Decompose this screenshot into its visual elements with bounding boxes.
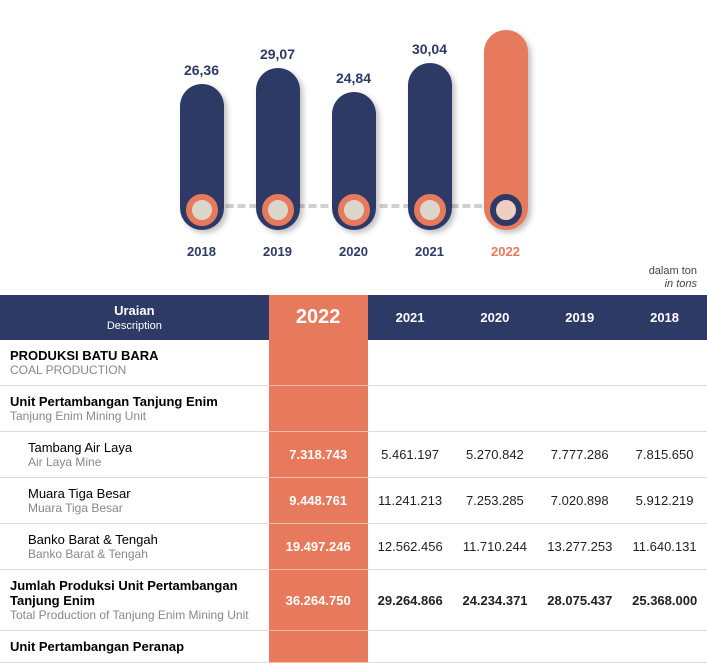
bar-chart: 26,36 29,07 24,84 30,04 <box>120 0 587 230</box>
bar-body <box>484 30 528 230</box>
bar-2022 <box>481 24 531 230</box>
cell-value <box>622 631 707 663</box>
table-row: Unit Pertambangan Peranap <box>0 631 707 663</box>
desc-cell: Muara Tiga BesarMuara Tiga Besar <box>0 478 269 524</box>
bar-body <box>408 63 452 230</box>
cell-value <box>622 386 707 432</box>
cell-value: 7.815.650 <box>622 432 707 478</box>
table-row: Tambang Air LayaAir Laya Mine7.318.7435.… <box>0 432 707 478</box>
bar-2021: 30,04 <box>405 41 455 230</box>
chart-region: 26,36 29,07 24,84 30,04 2018 2019 2020 2021 202… <box>0 0 707 259</box>
cell-value <box>537 340 622 386</box>
xaxis-label: 2019 <box>253 244 303 259</box>
cell-value <box>452 631 537 663</box>
bar-value-label: 30,04 <box>412 41 447 57</box>
desc-cell: Tambang Air LayaAir Laya Mine <box>0 432 269 478</box>
cell-2022 <box>269 340 368 386</box>
col-header-2020: 2020 <box>452 295 537 340</box>
cell-value: 5.270.842 <box>452 432 537 478</box>
cell-value: 11.710.244 <box>452 524 537 570</box>
bar-marker <box>338 194 370 226</box>
cell-value <box>537 386 622 432</box>
col-header-2018: 2018 <box>622 295 707 340</box>
table-row: Banko Barat & TengahBanko Barat & Tengah… <box>0 524 707 570</box>
unit-note-line1: dalam ton <box>649 265 697 277</box>
cell-value <box>622 340 707 386</box>
cell-value: 29.264.866 <box>368 570 453 631</box>
cell-2022 <box>269 631 368 663</box>
cell-value <box>537 631 622 663</box>
col-header-description: UraianDescription <box>0 295 269 340</box>
col-header-2021: 2021 <box>368 295 453 340</box>
cell-value: 25.368.000 <box>622 570 707 631</box>
cell-value: 5.461.197 <box>368 432 453 478</box>
table-row: Unit Pertambangan Tanjung EnimTanjung En… <box>0 386 707 432</box>
cell-value <box>452 340 537 386</box>
cell-value: 5.912.219 <box>622 478 707 524</box>
cell-2022: 36.264.750 <box>269 570 368 631</box>
cell-value: 24.234.371 <box>452 570 537 631</box>
bar-2020: 24,84 <box>329 70 379 230</box>
desc-cell: Banko Barat & TengahBanko Barat & Tengah <box>0 524 269 570</box>
cell-2022 <box>269 386 368 432</box>
xaxis-label: 2022 <box>481 244 531 259</box>
col-header-2022: 2022 <box>269 295 368 340</box>
cell-value: 7.777.286 <box>537 432 622 478</box>
bar-value-label: 24,84 <box>336 70 371 86</box>
cell-2022: 7.318.743 <box>269 432 368 478</box>
xaxis-label: 2021 <box>405 244 455 259</box>
production-table: UraianDescription20222021202020192018 PR… <box>0 295 707 663</box>
bar-marker <box>186 194 218 226</box>
cell-value: 11.640.131 <box>622 524 707 570</box>
unit-note-line2: in tons <box>665 278 697 290</box>
desc-cell: Unit Pertambangan Peranap <box>0 631 269 663</box>
bar-body <box>180 84 224 230</box>
bar-value-label: 29,07 <box>260 46 295 62</box>
unit-note: dalam ton in tons <box>0 259 707 295</box>
cell-2022: 19.497.246 <box>269 524 368 570</box>
cell-value: 7.253.285 <box>452 478 537 524</box>
cell-value <box>368 340 453 386</box>
cell-value <box>368 631 453 663</box>
bar-marker <box>490 194 522 226</box>
bar-marker <box>262 194 294 226</box>
bar-body <box>256 68 300 230</box>
cell-value: 11.241.213 <box>368 478 453 524</box>
desc-cell: Jumlah Produksi Unit Pertambangan Tanjun… <box>0 570 269 631</box>
bar-value-label: 26,36 <box>184 62 219 78</box>
bar-body <box>332 92 376 230</box>
cell-value <box>452 386 537 432</box>
cell-value: 13.277.253 <box>537 524 622 570</box>
desc-cell: PRODUKSI BATU BARACOAL PRODUCTION <box>0 340 269 386</box>
bar-marker <box>414 194 446 226</box>
table-row: Jumlah Produksi Unit Pertambangan Tanjun… <box>0 570 707 631</box>
cell-value <box>368 386 453 432</box>
table-row: Muara Tiga BesarMuara Tiga Besar9.448.76… <box>0 478 707 524</box>
cell-value: 12.562.456 <box>368 524 453 570</box>
desc-cell: Unit Pertambangan Tanjung EnimTanjung En… <box>0 386 269 432</box>
bar-2019: 29,07 <box>253 46 303 230</box>
xaxis-label: 2018 <box>177 244 227 259</box>
col-header-2019: 2019 <box>537 295 622 340</box>
chart-xaxis: 2018 2019 2020 2021 2022 <box>120 244 587 259</box>
cell-value: 28.075.437 <box>537 570 622 631</box>
bar-2018: 26,36 <box>177 62 227 230</box>
cell-2022: 9.448.761 <box>269 478 368 524</box>
table-row: PRODUKSI BATU BARACOAL PRODUCTION <box>0 340 707 386</box>
xaxis-label: 2020 <box>329 244 379 259</box>
cell-value: 7.020.898 <box>537 478 622 524</box>
